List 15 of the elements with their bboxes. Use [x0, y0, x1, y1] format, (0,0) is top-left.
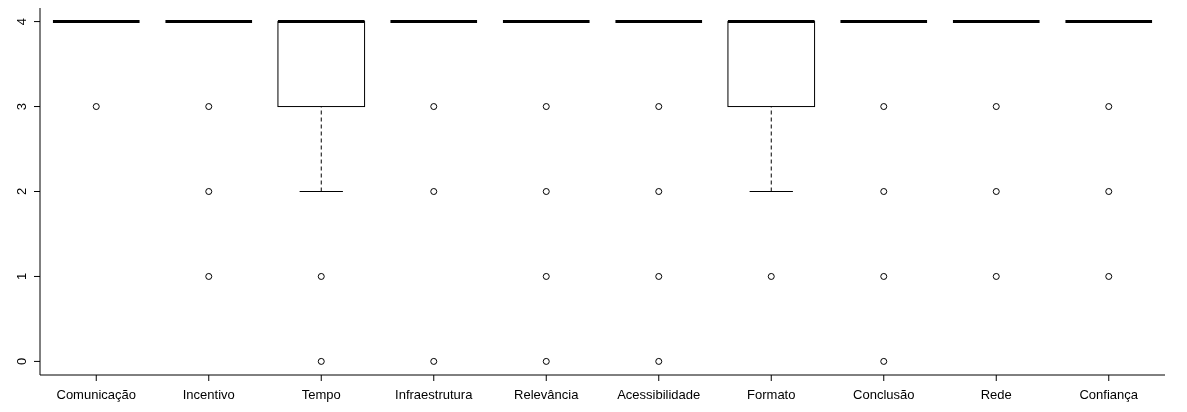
- x-tick-label: Acessibilidade: [617, 387, 701, 402]
- x-tick-label: Formato: [747, 387, 796, 402]
- x-tick-label: Incentivo: [182, 387, 235, 402]
- x-tick-label: Conclusão: [853, 387, 915, 402]
- y-tick-label: 0: [14, 357, 29, 366]
- y-tick-label: 3: [14, 102, 29, 111]
- y-tick-label: 4: [14, 17, 29, 26]
- x-tick-label: Infraestrutura: [395, 387, 474, 402]
- y-tick-label: 2: [14, 187, 29, 196]
- y-tick-label: 1: [14, 272, 29, 281]
- x-tick-label: Confiança: [1079, 387, 1139, 402]
- x-tick-label: Relevância: [514, 387, 580, 402]
- x-tick-label: Rede: [980, 387, 1012, 402]
- x-tick-label: Comunicação: [56, 387, 136, 402]
- x-tick-label: Tempo: [301, 387, 341, 402]
